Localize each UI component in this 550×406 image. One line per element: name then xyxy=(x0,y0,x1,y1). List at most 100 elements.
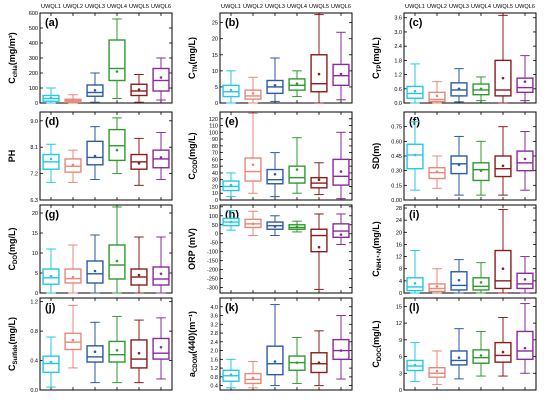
box-UWQL6 xyxy=(516,303,534,374)
box-iqr xyxy=(428,366,446,378)
y-tick-label: 100 xyxy=(29,86,38,92)
top-group-label-2-5: UWQL5 xyxy=(309,4,329,10)
top-group-label-1-1: UWQL1 xyxy=(41,4,61,10)
y-tick-label: 12 xyxy=(396,321,402,327)
mean-marker xyxy=(435,170,439,173)
y-tick-label: 25 xyxy=(212,21,218,27)
panel-frame xyxy=(403,204,537,294)
box-UWQL2 xyxy=(244,76,262,104)
y-axis-title-subscript: Sulfide xyxy=(13,344,19,365)
mean-marker xyxy=(115,70,119,73)
box-UWQL6 xyxy=(516,256,534,294)
mean-marker xyxy=(295,82,299,86)
box-iqr xyxy=(152,266,170,286)
box-UWQL3 xyxy=(86,126,104,180)
panel-b: 0 5 10 15 20 25 (b) CTN(mg/L) xyxy=(187,12,353,107)
top-group-label-1-3: UWQL3 xyxy=(85,4,105,10)
y-axis-title-main: C xyxy=(371,361,381,368)
panel-frame xyxy=(219,111,353,201)
y-axis-title-unit: (mg/L) xyxy=(371,320,381,348)
box-UWQL5 xyxy=(494,14,512,104)
box-UWQL4 xyxy=(472,330,490,377)
top-group-label-3-2: UWQL2 xyxy=(427,4,447,10)
mean-marker xyxy=(295,225,299,229)
mean-marker xyxy=(317,178,321,181)
box-UWQL4 xyxy=(108,315,126,384)
y-axis-title-subscript: chla xyxy=(13,65,19,78)
box-UWQL2 xyxy=(244,210,262,237)
mean-marker xyxy=(159,156,163,159)
y-tick-label: 16 xyxy=(396,242,402,248)
box-iqr xyxy=(152,67,170,92)
box-UWQL1 xyxy=(42,143,60,183)
mean-marker xyxy=(137,88,141,91)
mean-marker xyxy=(273,360,277,363)
panel-label: (g) xyxy=(45,209,59,221)
top-group-label-1-2: UWQL2 xyxy=(63,4,83,10)
y-tick-label: 0.8 xyxy=(210,375,218,381)
box-UWQL1 xyxy=(42,248,60,294)
panel-frame xyxy=(219,12,353,104)
y-tick-label: 300 xyxy=(29,56,38,62)
mean-marker xyxy=(317,245,321,249)
y-tick-label: -300 xyxy=(207,286,218,292)
y-tick-label: 0.8 xyxy=(30,329,38,335)
mean-marker xyxy=(523,80,527,83)
panel-label: (a) xyxy=(45,17,59,29)
mean-marker xyxy=(93,350,97,354)
box-UWQL1 xyxy=(222,358,240,389)
box-UWQL5 xyxy=(494,317,512,377)
box-iqr xyxy=(86,140,104,166)
y-tick-label: 4.0 xyxy=(210,305,218,311)
y-tick-label: 1.6 xyxy=(210,357,218,363)
box-UWQL3 xyxy=(450,328,468,380)
box-UWQL3 xyxy=(450,259,468,294)
mean-marker xyxy=(273,84,277,87)
mean-marker xyxy=(159,346,163,349)
box-UWQL5 xyxy=(310,162,328,196)
y-axis-title-main: C xyxy=(187,72,197,79)
y-tick-label: 200 xyxy=(29,71,38,77)
box-UWQL4 xyxy=(108,206,126,294)
box-iqr xyxy=(244,157,262,182)
panel-label: (d) xyxy=(45,116,59,128)
mean-marker xyxy=(501,350,505,354)
mean-marker xyxy=(413,281,417,285)
panel-frame xyxy=(219,204,353,294)
mean-marker xyxy=(339,170,343,173)
y-axis-title: CDO(mg/L) xyxy=(7,228,19,271)
box-UWQL6 xyxy=(516,131,534,191)
panel-f: 0.000.150.300.450.600.75(f)SD(m) xyxy=(371,111,537,204)
y-axis-title-subscript: DOC xyxy=(377,347,383,361)
mean-marker xyxy=(273,172,277,176)
box-UWQL5 xyxy=(494,209,512,294)
y-axis-title-subscript: NH4⁺-N xyxy=(376,249,383,271)
mean-marker xyxy=(49,157,53,161)
y-tick-label: 2.4 xyxy=(394,44,402,50)
y-axis-title: CNH4⁺-N(mg/L) xyxy=(371,221,383,277)
box-UWQL3 xyxy=(266,152,284,198)
y-axis-title-subscript: TP xyxy=(377,65,383,73)
y-axis-title-unit: (mg/L) xyxy=(371,221,381,249)
box-UWQL4 xyxy=(472,262,490,294)
mean-marker xyxy=(251,163,255,167)
box-UWQL2 xyxy=(64,94,82,104)
mean-marker xyxy=(339,72,343,76)
mean-marker xyxy=(229,183,233,187)
y-tick-label: 20 xyxy=(32,211,38,217)
mean-marker xyxy=(71,275,75,279)
mean-marker xyxy=(137,351,141,355)
panel-label: (i) xyxy=(409,209,420,221)
top-group-label-3-4: UWQL4 xyxy=(471,4,491,10)
mean-marker xyxy=(479,354,483,357)
box-iqr xyxy=(516,150,534,172)
box-iqr xyxy=(266,168,284,185)
y-axis-title: SD(m) xyxy=(371,143,381,170)
y-tick-label: 6 xyxy=(399,355,402,361)
panel-label: (b) xyxy=(225,17,239,29)
box-iqr xyxy=(516,272,534,290)
y-tick-label: 0 xyxy=(399,388,402,394)
y-tick-label: 100 xyxy=(209,130,218,136)
mean-marker xyxy=(317,361,321,364)
